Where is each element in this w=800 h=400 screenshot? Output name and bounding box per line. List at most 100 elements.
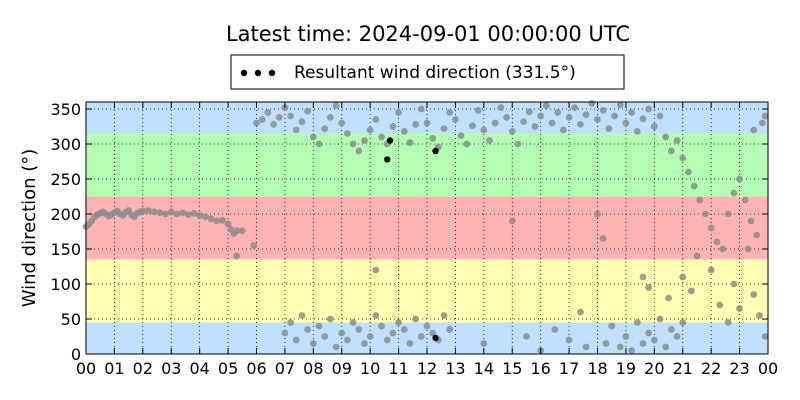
data-point [326,114,334,121]
y-tick-label: 50 [61,310,81,329]
data-point [250,242,258,249]
data-point [162,210,169,218]
y-tick-label: 350 [50,100,81,119]
data-point [315,140,323,148]
data-point [406,340,414,347]
resultant-point [386,137,394,144]
data-point [429,329,437,337]
legend: Resultant wind direction (331.5°) [230,54,625,90]
x-tick-label: 00 [76,359,96,378]
y-tick-label: 250 [50,170,81,189]
resultant-point [384,156,391,163]
data-point [662,133,670,141]
data-point [687,287,695,295]
data-point [531,123,539,130]
data-point [582,343,590,351]
resultant-point [432,147,439,155]
data-point [602,340,610,347]
data-point [673,333,681,340]
y-tick-label: 150 [50,240,81,259]
data-point [213,217,221,225]
data-point [309,340,317,347]
data-point [571,104,579,111]
data-point [287,319,294,326]
data-point [372,116,380,123]
data-point [560,126,567,134]
data-point [611,112,618,120]
data-point [298,312,306,319]
data-point [616,343,624,351]
data-point [645,329,653,337]
data-point [139,207,147,215]
data-point [480,126,488,134]
data-point [446,109,454,116]
data-point [537,112,545,120]
data-point [696,196,704,204]
data-point [736,305,743,312]
data-point [378,322,385,330]
grid-lines [86,102,768,354]
x-tick-label: 19 [616,359,636,378]
data-point [395,109,402,116]
data-point [645,284,653,291]
data-point [608,322,616,330]
data-point [150,208,158,216]
chart-title: Latest time: 2024-09-01 00:00:00 UTC [226,22,630,46]
data-point [639,273,647,281]
data-point [429,135,437,142]
data-point [167,208,175,216]
data-point [264,109,272,116]
data-point [383,336,391,344]
data-point [565,336,573,344]
data-point [412,121,420,128]
data-point [508,217,516,225]
data-point [304,326,312,333]
data-point [716,301,724,309]
data-point [219,216,226,224]
data-point [582,111,590,118]
data-point [599,235,607,242]
data-point [446,326,454,333]
data-point [702,210,709,218]
data-point [622,119,630,127]
data-point [361,137,368,144]
data-point [503,114,510,121]
data-point [758,119,766,127]
y-tick-label: 300 [50,135,81,154]
x-tick-label: 05 [218,359,238,378]
data-point [665,294,672,302]
plot-frame [85,101,769,355]
data-point [616,101,624,109]
data-point [224,220,232,228]
data-point [548,119,556,127]
x-tick-label: 07 [275,359,295,378]
x-tick-label: 13 [445,359,465,378]
data-point [744,245,752,253]
data-point [679,319,687,326]
y-tick-label: 100 [50,275,81,294]
data-point [400,326,408,333]
data-point [753,231,761,239]
data-point [588,100,596,107]
data-point [756,312,763,319]
data-point [292,336,300,344]
data-point [730,189,738,197]
data-point [667,147,675,155]
data-point [400,127,408,135]
data-point [366,126,374,134]
data-point [366,333,374,340]
data-point [594,210,601,218]
x-tick-label: 03 [161,359,181,378]
data-point [525,108,533,116]
data-point [355,147,363,155]
data-point [667,326,675,333]
data-point [662,343,670,351]
data-point [298,118,306,125]
data-point [523,333,530,340]
data-point [395,319,402,326]
data-point [542,102,550,109]
data-point [440,125,448,132]
data-point [190,209,198,217]
y-tick-label: 200 [50,205,81,224]
